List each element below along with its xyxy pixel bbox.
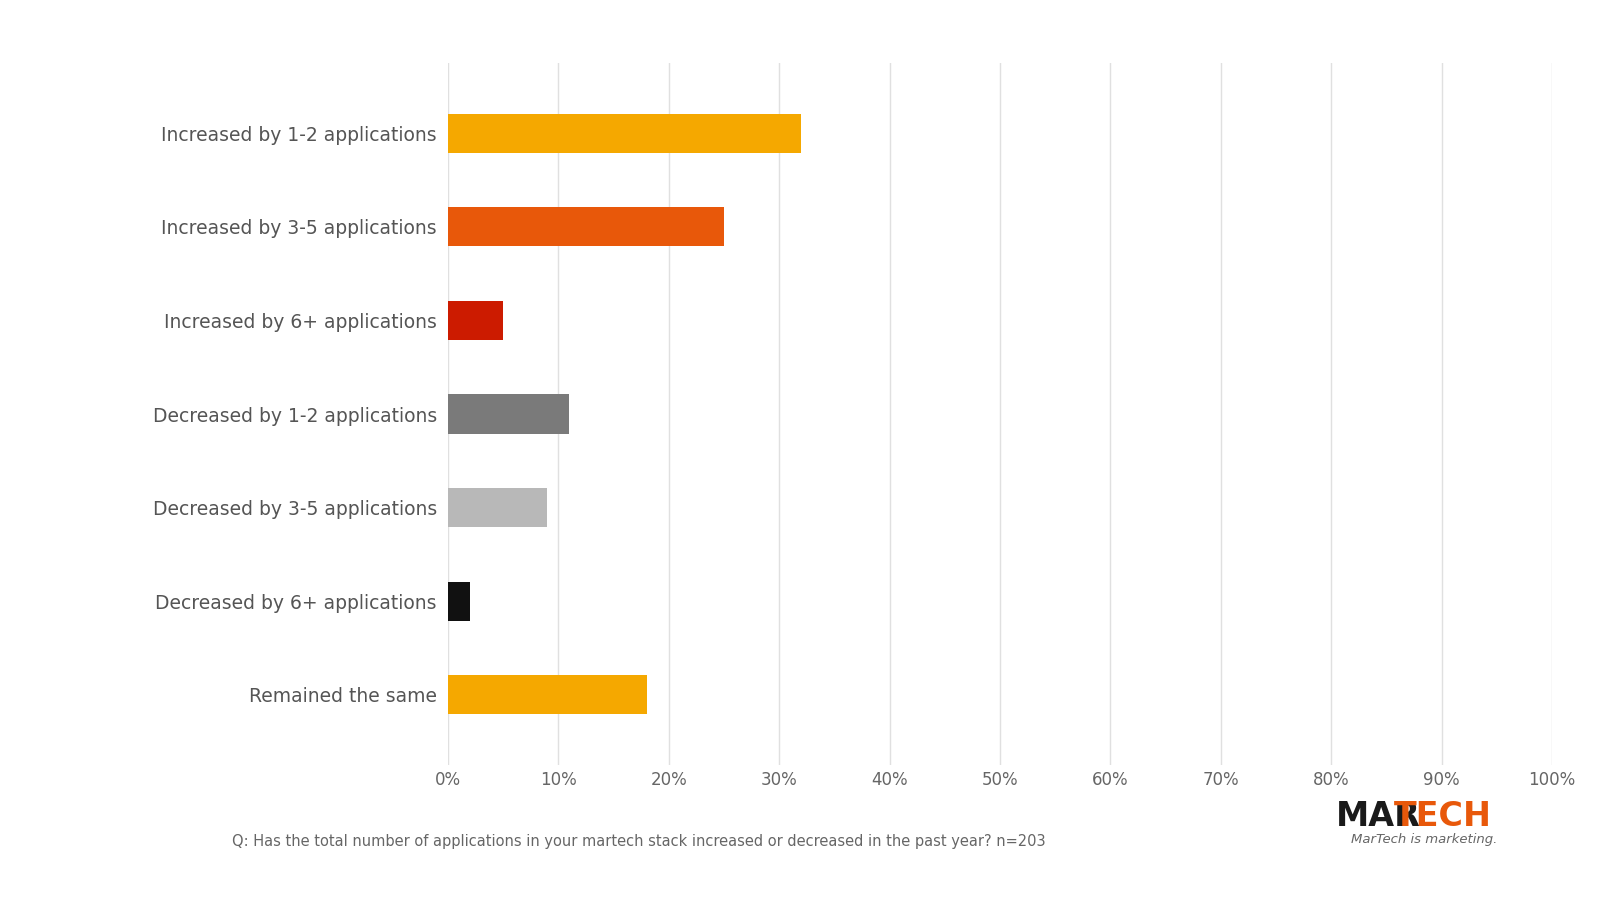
- Text: MarTech is marketing.: MarTech is marketing.: [1350, 833, 1498, 846]
- Text: MAR: MAR: [1336, 800, 1421, 832]
- Text: TECH: TECH: [1394, 800, 1491, 832]
- Bar: [448, 301, 504, 340]
- Bar: [448, 675, 646, 715]
- Bar: [448, 488, 547, 527]
- Bar: [448, 207, 723, 247]
- Bar: [448, 394, 570, 434]
- Bar: [448, 113, 802, 153]
- Text: Q: Has the total number of applications in your martech stack increased or decre: Q: Has the total number of applications …: [232, 834, 1046, 849]
- Bar: [448, 581, 470, 621]
